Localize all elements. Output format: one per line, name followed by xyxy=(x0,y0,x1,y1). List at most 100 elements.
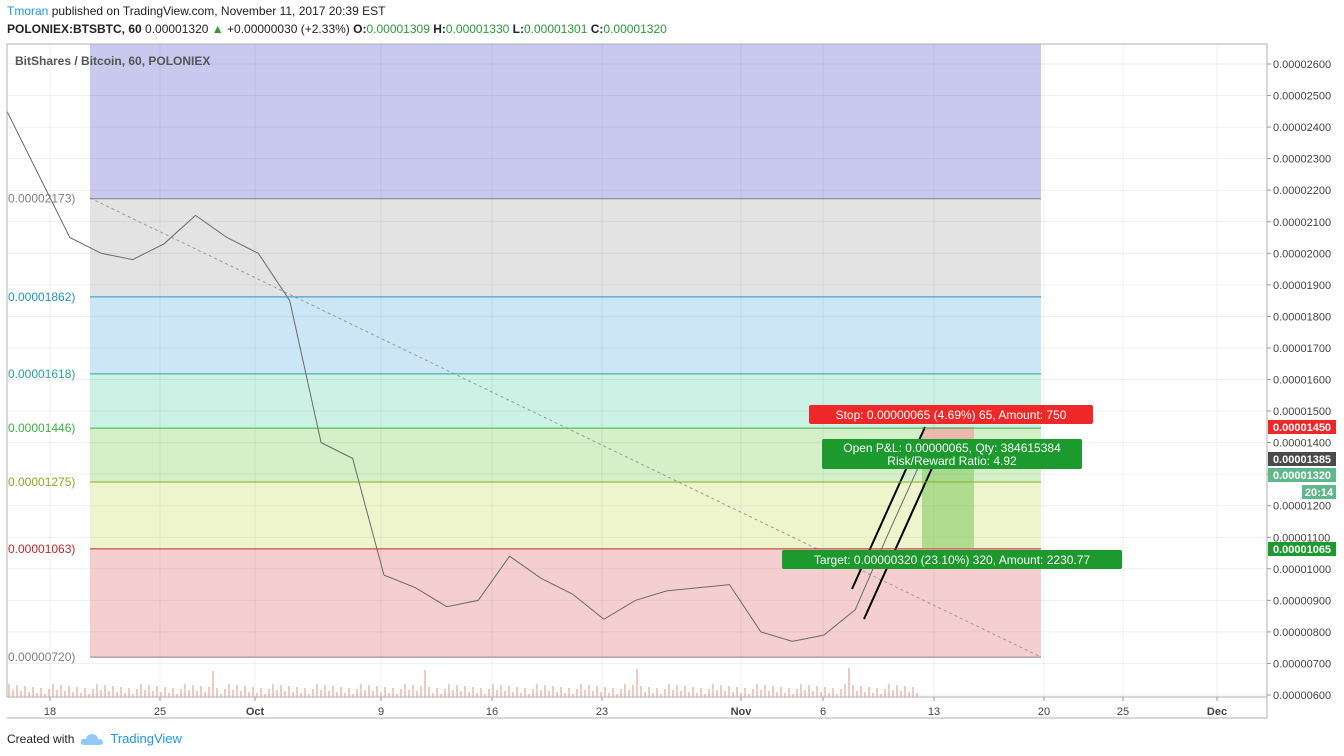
x-tick-label: 16 xyxy=(486,706,498,718)
volume-bar xyxy=(820,692,822,697)
fib-level-label: 0.00002173) xyxy=(8,192,75,206)
volume-bar xyxy=(552,686,554,697)
publish-line: Tmoran published on TradingView.com, Nov… xyxy=(7,4,385,18)
volume-bar xyxy=(776,692,778,697)
volume-bar xyxy=(884,689,886,697)
volume-bar xyxy=(428,687,430,697)
volume-bar xyxy=(12,690,14,697)
fib-level-label: 0.00001275) xyxy=(8,475,75,489)
y-tick-label: 0.00002000 xyxy=(1273,248,1331,260)
volume-bar xyxy=(356,689,358,697)
volume-bar xyxy=(472,687,474,697)
volume-bar xyxy=(796,689,798,697)
volume-bar xyxy=(536,684,538,697)
volume-bar xyxy=(644,692,646,697)
volume-bars xyxy=(8,668,918,697)
volume-bar xyxy=(856,691,858,697)
quote-line: POLONIEX:BTSBTC, 60 0.00001320 ▲ +0.0000… xyxy=(7,22,667,36)
volume-bar xyxy=(296,687,298,697)
volume-bar xyxy=(8,684,10,697)
volume-bar xyxy=(640,686,642,697)
volume-bar xyxy=(720,685,722,697)
volume-bar xyxy=(288,686,290,697)
volume-bar xyxy=(624,684,626,697)
price-tag-label: 0.00001450 xyxy=(1273,422,1331,434)
volume-bar xyxy=(636,669,638,697)
footer: Created with TradingView xyxy=(7,731,182,746)
tradingview-link[interactable]: TradingView xyxy=(110,731,182,746)
volume-bar xyxy=(376,686,378,697)
x-tick-label: 13 xyxy=(928,706,940,718)
volume-bar xyxy=(52,684,54,697)
trend-dashed-line xyxy=(89,197,1042,658)
volume-bar xyxy=(620,689,622,697)
volume-bar xyxy=(492,684,494,697)
volume-bar xyxy=(588,685,590,697)
volume-bar xyxy=(652,693,654,697)
price-tag-label: 0.00001385 xyxy=(1273,454,1331,466)
volume-bar xyxy=(96,684,98,697)
volume-bar xyxy=(804,690,806,697)
x-tick-label: Nov xyxy=(731,706,753,718)
volume-bar xyxy=(532,689,534,697)
price-tags: 0.00001450 0.00001385 0.00001320 20:14 0.000… xyxy=(1268,420,1336,556)
volume-bar xyxy=(104,685,106,697)
volume-bar xyxy=(24,686,26,697)
volume-bar xyxy=(232,690,234,697)
volume-bar xyxy=(260,688,262,697)
author-link[interactable]: Tmoran xyxy=(7,4,49,18)
volume-bar xyxy=(604,687,606,697)
volume-bar xyxy=(540,690,542,697)
x-tick-label: 18 xyxy=(44,706,56,718)
y-tick-label: 0.00002100 xyxy=(1273,217,1331,229)
pnl-label: Open P&L: 0.00000065, Qty: 384615384 xyxy=(843,441,1061,455)
volume-bar xyxy=(684,686,686,697)
volume-bar xyxy=(656,688,658,697)
volume-bar xyxy=(672,690,674,697)
channel-line-lower xyxy=(863,456,938,620)
volume-bar xyxy=(896,685,898,697)
volume-bar xyxy=(564,693,566,697)
volume-bar xyxy=(192,685,194,697)
tradingview-cloud-icon xyxy=(81,733,104,745)
volume-bar xyxy=(668,684,670,697)
volume-bar xyxy=(92,689,94,697)
created-with-text: Created with xyxy=(7,731,75,746)
volume-bar xyxy=(452,690,454,697)
volume-bar xyxy=(244,686,246,697)
price-tag xyxy=(1268,452,1336,466)
y-tick-label: 0.00001400 xyxy=(1273,438,1331,450)
fib-band xyxy=(90,198,1041,297)
y-tick-label: 0.00001800 xyxy=(1273,311,1331,323)
volume-bar xyxy=(520,693,522,697)
volume-bar xyxy=(80,693,82,697)
volume-bar xyxy=(424,670,426,697)
volume-bar xyxy=(188,690,190,697)
volume-bar xyxy=(696,693,698,697)
fib-band xyxy=(90,482,1041,549)
volume-bar xyxy=(240,691,242,697)
price-series-line xyxy=(6,111,919,642)
volume-bar xyxy=(524,688,526,697)
volume-bar xyxy=(716,690,718,697)
volume-bar xyxy=(264,694,266,697)
volume-bar xyxy=(212,671,214,697)
price-tag-label: 0.00001065 xyxy=(1273,544,1331,556)
fib-level-label: 0.00001063) xyxy=(8,542,75,556)
y-tick-label: 0.00000900 xyxy=(1273,595,1331,607)
volume-bar xyxy=(660,694,662,697)
x-tick-label: 23 xyxy=(596,706,608,718)
volume-bar xyxy=(544,685,546,697)
volume-bar xyxy=(160,692,162,697)
volume-bar xyxy=(612,688,614,697)
volume-bar xyxy=(772,686,774,697)
volume-bar xyxy=(208,687,210,697)
volume-bar xyxy=(124,693,126,697)
volume-bar xyxy=(848,668,850,697)
volume-bar xyxy=(248,692,250,697)
volume-bar xyxy=(860,686,862,697)
volume-bar xyxy=(480,688,482,697)
volume-bar xyxy=(484,694,486,697)
volume-bar xyxy=(468,692,470,697)
